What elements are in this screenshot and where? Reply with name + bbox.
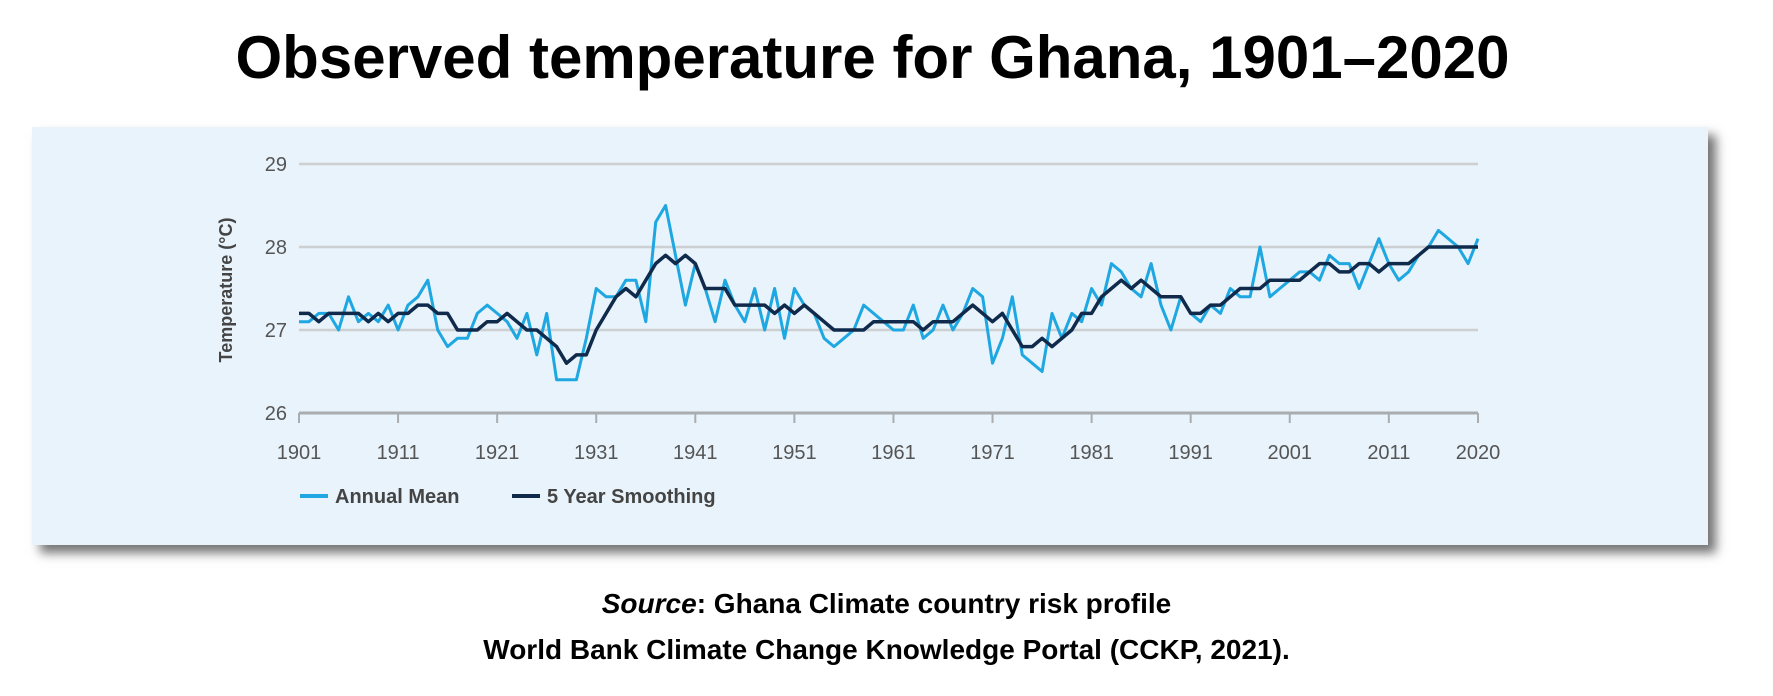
- x-tick-label: 1961: [871, 442, 916, 464]
- series-line-5-year-smoothing: [299, 245, 1478, 365]
- x-tick-label: 1921: [475, 442, 519, 464]
- chart-panel: 26 27 28 29 1901 1911 1921 1931 1941 1951 1961 197…: [32, 127, 1708, 545]
- y-axis-title: Temperature (°C): [216, 218, 236, 363]
- x-tick-label: 2001: [1268, 442, 1313, 464]
- source-line-1: Source: Ghana Climate country risk profi…: [0, 588, 1773, 620]
- x-tick-label: 1941: [673, 442, 718, 464]
- x-tick-label: 2011: [1367, 442, 1410, 464]
- chart-title: Observed temperature for Ghana, 1901–202…: [235, 24, 1510, 91]
- y-tick-label: 26: [265, 403, 287, 425]
- y-tick-label: 28: [265, 237, 287, 259]
- legend-label-5-year-smoothing: 5 Year Smoothing: [547, 486, 716, 508]
- x-tick-label: 1931: [574, 442, 619, 464]
- x-tick-label: 2020: [1456, 442, 1501, 464]
- x-tick-label: 1901: [277, 442, 322, 464]
- x-tick-label: 1951: [772, 442, 817, 464]
- source-line-2: World Bank Climate Change Knowledge Port…: [483, 634, 1290, 665]
- source-label: Source: [601, 588, 697, 619]
- y-tick-label: 29: [265, 154, 287, 176]
- temperature-line-chart: 26 27 28 29 1901 1911 1921 1931 1941 1951 1961 197…: [216, 154, 1501, 508]
- x-tick-label: 1971: [970, 442, 1015, 464]
- series-line-annual-mean: [299, 204, 1480, 382]
- x-tick-label: 1991: [1168, 442, 1213, 464]
- x-tick-label: 1981: [1069, 442, 1114, 464]
- legend-label-annual-mean: Annual Mean: [335, 486, 459, 508]
- source-text: : Ghana Climate country risk profile: [696, 588, 1172, 619]
- x-tick-label: 1911: [377, 442, 420, 464]
- y-tick-label: 27: [265, 320, 287, 342]
